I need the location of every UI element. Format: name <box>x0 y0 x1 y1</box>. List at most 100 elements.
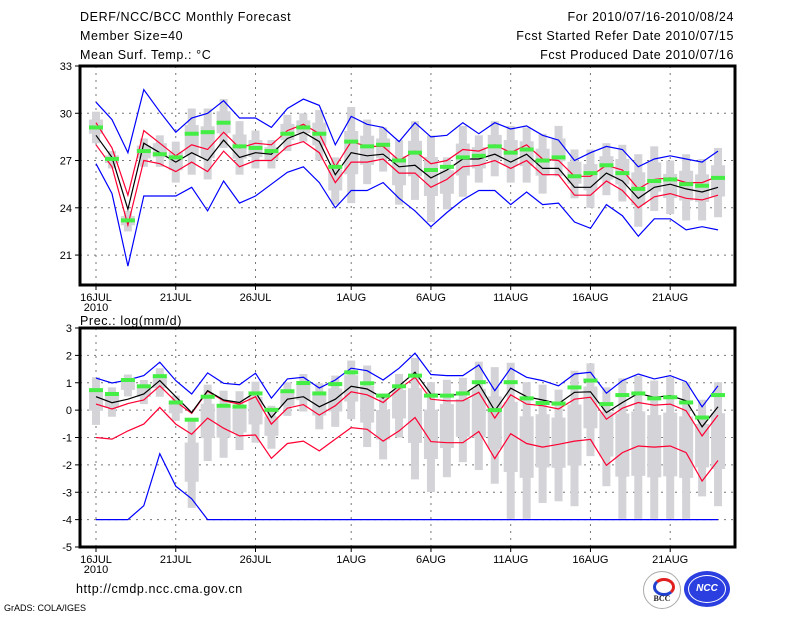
box <box>408 140 422 177</box>
box <box>184 442 199 482</box>
marker-bar <box>471 380 486 385</box>
marker-bar <box>679 182 694 187</box>
marker-bar <box>503 150 518 155</box>
precip-panel-title: Prec.: log(mm/d) <box>80 314 182 328</box>
marker-bar <box>152 152 167 157</box>
series-max-line <box>95 352 719 408</box>
x-tick-label: 6AUG <box>416 554 446 566</box>
marker-bar <box>280 131 295 136</box>
marker-bar <box>120 378 135 383</box>
series-max-line <box>95 88 719 168</box>
marker-bar <box>360 381 375 386</box>
marker-bar <box>328 164 343 169</box>
y-tick-label: 0 <box>66 405 72 417</box>
box <box>296 383 311 401</box>
x-tick-label: 11AUG <box>493 292 528 304</box>
box <box>567 404 582 466</box>
marker-bar <box>647 396 662 401</box>
marker-bar <box>248 391 263 396</box>
box <box>104 394 119 408</box>
marker-bar <box>216 120 231 125</box>
y-tick-label: 24 <box>60 203 72 215</box>
marker-bar <box>200 130 215 135</box>
marker-bar <box>264 149 279 154</box>
marker-bar <box>296 125 311 130</box>
marker-bar <box>408 150 422 155</box>
y-tick-label: 27 <box>60 156 72 168</box>
marker-bar <box>392 158 407 163</box>
marker-bar <box>328 382 343 387</box>
x-tick-label: 16AUG <box>572 554 608 566</box>
bcc-swirl-icon <box>653 578 675 596</box>
marker-bar <box>168 400 183 405</box>
marker-bar <box>423 167 438 172</box>
marker-bar <box>200 394 215 399</box>
marker-bar <box>344 370 359 375</box>
marker-bar <box>376 142 391 147</box>
marker-bar <box>120 218 135 223</box>
marker-bar <box>487 408 502 413</box>
box <box>471 388 486 438</box>
marker-bar <box>312 131 327 136</box>
box <box>663 412 678 477</box>
box <box>599 156 614 180</box>
plot-frame <box>78 326 737 549</box>
box <box>120 380 135 390</box>
marker-bar <box>487 144 502 149</box>
panel-precipitation: -5 -4 -3 -2 -1 0 1 2 3 16JUL 21JUL 26JUL 1AUG 6AUG 11A… <box>62 323 737 576</box>
marker-bar <box>647 179 662 184</box>
box <box>408 388 422 443</box>
x-tick-label: 21JUL <box>160 292 192 304</box>
x-tick-label: 26JUL <box>240 554 272 566</box>
marker-bar <box>216 403 231 408</box>
marker-bar <box>567 385 582 390</box>
marker-bar <box>104 156 119 161</box>
x-year-label: 2010 <box>84 564 108 576</box>
box <box>679 416 694 478</box>
box <box>647 162 662 192</box>
y-tick-label: -2 <box>62 460 72 472</box>
box <box>376 138 391 159</box>
marker-bar <box>439 164 454 169</box>
marker-bar <box>583 378 598 383</box>
marker-bar <box>551 155 566 160</box>
x-tick-label: 21AUG <box>652 292 688 304</box>
marker-bar <box>232 404 247 409</box>
series-min-line <box>95 163 719 267</box>
box <box>503 401 518 472</box>
source-url[interactable]: http://cmdp.ncc.cma.gov.cn <box>76 582 243 596</box>
y-tick-label: 3 <box>66 323 72 335</box>
box <box>583 386 598 429</box>
box <box>423 409 438 460</box>
marker-bar <box>599 402 614 407</box>
y-tick-label: -4 <box>62 515 72 527</box>
marker-bar <box>663 395 678 400</box>
member-size: Member Size=40 <box>80 29 184 43</box>
x-tick-label: 6AUG <box>416 292 446 304</box>
box <box>711 413 726 470</box>
box <box>328 388 343 412</box>
box <box>583 164 598 191</box>
x-tick-label: 1AUG <box>336 554 366 566</box>
box <box>344 375 359 402</box>
box <box>232 405 247 433</box>
x-tick-label: 11AUG <box>493 554 528 566</box>
marker-bar <box>519 147 534 152</box>
series-lower-line <box>95 406 719 483</box>
box <box>312 394 327 416</box>
box <box>376 409 391 440</box>
box <box>535 414 550 468</box>
marker-bar <box>104 391 119 396</box>
series-upper-line <box>95 122 719 198</box>
box <box>392 389 407 419</box>
marker-bar <box>184 131 199 136</box>
y-tick-label: 1 <box>66 378 72 390</box>
box <box>551 417 566 468</box>
box <box>328 169 343 191</box>
marker-bar <box>280 389 295 394</box>
x-tick-label: 16JUL <box>80 554 112 566</box>
series-mean-line <box>95 371 719 428</box>
x-tick-label: 16AUG <box>572 292 608 304</box>
marker-bar <box>679 400 694 405</box>
panel-temperature: 21 24 27 30 33 16JUL 21JUL 26JUL 1AUG 6AUG 11AUG 16… <box>60 61 737 314</box>
